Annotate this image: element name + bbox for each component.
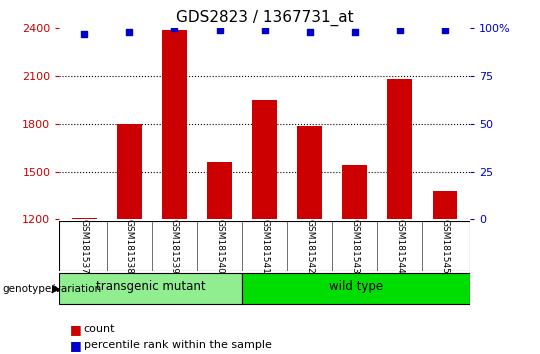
Bar (162, 30, 187, 219)
Bar (72, 218, 97, 219)
Text: GSM181537: GSM181537 (80, 218, 89, 274)
Point (396, 27, 404, 33)
Point (80, 31, 89, 37)
Text: wild type: wild type (329, 280, 383, 293)
Text: GSM181541: GSM181541 (260, 218, 269, 274)
Bar (242, 273, 470, 304)
Bar (433, 191, 457, 219)
Text: GSM181539: GSM181539 (170, 218, 179, 274)
Text: transgenic mutant: transgenic mutant (96, 280, 206, 293)
Bar (117, 124, 141, 219)
Text: percentile rank within the sample: percentile rank within the sample (84, 340, 272, 350)
Text: ■: ■ (70, 323, 82, 336)
Point (350, 29, 359, 35)
Point (306, 29, 314, 35)
Text: GSM181538: GSM181538 (125, 218, 134, 274)
Point (170, 25, 179, 31)
Bar (342, 165, 367, 219)
Text: ▶: ▶ (52, 284, 61, 293)
Point (215, 27, 224, 33)
Point (441, 27, 449, 33)
Text: GSM181543: GSM181543 (350, 218, 359, 274)
Text: GSM181544: GSM181544 (395, 219, 404, 273)
Title: GDS2823 / 1367731_at: GDS2823 / 1367731_at (176, 9, 353, 25)
Text: GSM181540: GSM181540 (215, 218, 224, 274)
Text: ■: ■ (70, 339, 82, 352)
Bar (59, 273, 242, 304)
Text: count: count (84, 324, 115, 334)
Bar (388, 79, 413, 219)
Bar (252, 100, 277, 219)
Bar (298, 126, 322, 219)
Bar (207, 162, 232, 219)
Text: genotype/variation: genotype/variation (3, 284, 102, 293)
Point (125, 29, 133, 35)
Point (260, 27, 269, 33)
Text: GSM181545: GSM181545 (441, 218, 449, 274)
Text: GSM181542: GSM181542 (305, 219, 314, 273)
